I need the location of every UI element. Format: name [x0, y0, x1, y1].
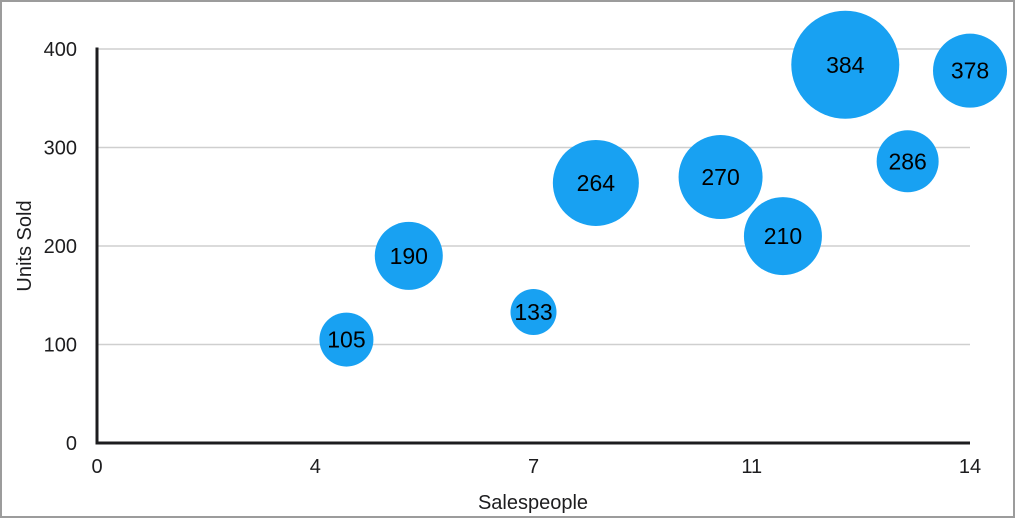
x-tick-label-0: 0 — [91, 456, 102, 478]
bubble-270[interactable] — [678, 135, 763, 220]
x-axis-title: Salespeople — [478, 492, 588, 514]
bubble-384[interactable] — [791, 10, 900, 119]
axes-layer — [95, 47, 970, 445]
x-tick-label-14: 14 — [959, 456, 981, 478]
tick-labels-layer: 0 100 200 300 400 0 4 7 11 14 — [44, 39, 982, 478]
y-tick-label-0: 0 — [66, 433, 77, 455]
x-tick-label-7: 7 — [528, 456, 539, 478]
bubble-133[interactable] — [510, 288, 557, 335]
y-tick-label-400: 400 — [44, 39, 77, 61]
y-tick-label-300: 300 — [44, 138, 77, 160]
x-tick-label-11: 11 — [741, 456, 762, 478]
bubble-190[interactable] — [374, 221, 443, 290]
y-tick-label-200: 200 — [44, 236, 77, 258]
y-tick-label-100: 100 — [44, 335, 77, 357]
x-tick-label-4: 4 — [310, 456, 321, 478]
bubble-378[interactable] — [933, 33, 1007, 108]
bubble-286[interactable] — [876, 130, 939, 193]
bubble-264[interactable] — [552, 139, 639, 226]
bubble-105[interactable] — [319, 312, 374, 367]
bubble-210[interactable] — [743, 197, 822, 276]
y-axis-title: Units Sold — [14, 200, 36, 291]
